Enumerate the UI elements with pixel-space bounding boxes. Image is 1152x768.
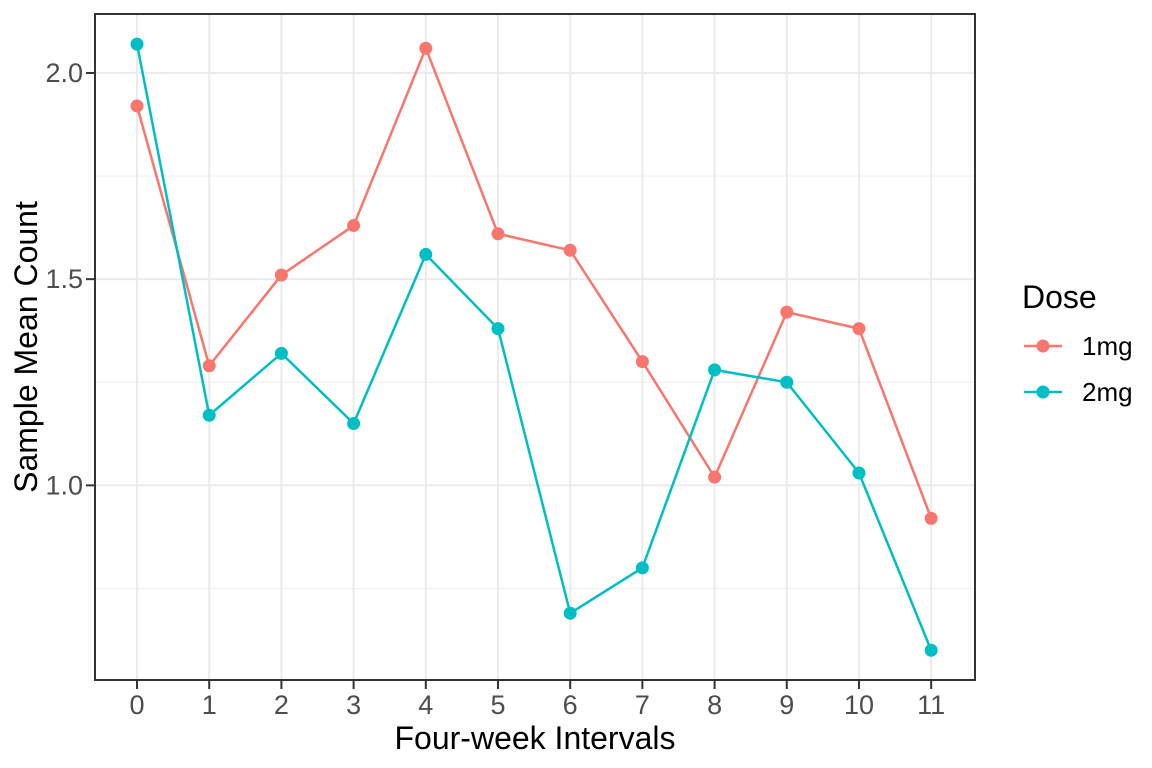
x-tick-label-4: 4 xyxy=(418,690,433,720)
x-tick-label-7: 7 xyxy=(635,690,650,720)
x-tick-label-8: 8 xyxy=(707,690,722,720)
data-point-2mg-x6 xyxy=(563,606,577,620)
data-point-1mg-x10 xyxy=(852,322,866,336)
panel-border xyxy=(94,13,976,681)
y-tick-label-1.0: 1.0 xyxy=(45,470,83,500)
legend-item-1mg: 1mg xyxy=(1023,331,1133,361)
data-point-2mg-x9 xyxy=(780,375,794,389)
data-point-2mg-x10 xyxy=(852,466,866,480)
data-point-2mg-x11 xyxy=(924,643,938,657)
series-line-2mg xyxy=(135,43,933,651)
x-tick-label-0: 0 xyxy=(130,690,145,720)
data-point-2mg-x4 xyxy=(419,247,433,261)
data-point-1mg-x0 xyxy=(130,99,144,113)
x-tick-label-3: 3 xyxy=(346,690,361,720)
legend-key-2mg-line-dot-icon xyxy=(1024,385,1062,399)
x-tick-label-11: 11 xyxy=(917,690,945,720)
series-line-1mg xyxy=(135,46,933,519)
data-point-2mg-x8 xyxy=(708,363,722,377)
x-tick-label-9: 9 xyxy=(779,690,794,720)
legend-label-1mg: 1mg xyxy=(1082,331,1133,361)
data-point-2mg-x7 xyxy=(635,561,649,575)
x-tick-label-1: 1 xyxy=(202,690,217,720)
x-tick-label-6: 6 xyxy=(563,690,578,720)
data-point-2mg-x2 xyxy=(274,346,288,360)
legend-label-2mg: 2mg xyxy=(1082,377,1133,407)
data-point-1mg-x7 xyxy=(635,355,649,369)
data-point-1mg-x8 xyxy=(708,470,722,484)
data-point-1mg-x5 xyxy=(491,227,505,241)
legend: Dose 1mg 2mg xyxy=(1005,271,1152,421)
data-point-1mg-x6 xyxy=(563,243,577,257)
data-point-2mg-x0 xyxy=(130,37,144,51)
legend-item-2mg: 2mg xyxy=(1023,377,1133,407)
y-tick-label-2.0: 2.0 xyxy=(45,58,83,88)
x-tick-label-2: 2 xyxy=(274,690,289,720)
data-point-2mg-x1 xyxy=(202,408,216,422)
legend-title: Dose xyxy=(1022,279,1097,315)
x-tick-label-10: 10 xyxy=(844,690,874,720)
x-axis-title: Four-week Intervals xyxy=(394,720,676,756)
data-point-1mg-x3 xyxy=(347,219,361,233)
data-point-2mg-x3 xyxy=(347,416,361,430)
data-point-1mg-x9 xyxy=(780,305,794,319)
y-axis-title: Sample Mean Count xyxy=(8,201,44,493)
data-point-2mg-x5 xyxy=(491,322,505,336)
data-point-1mg-x1 xyxy=(202,359,216,373)
y-tick-label-1.5: 1.5 xyxy=(45,264,83,294)
x-tick-label-5: 5 xyxy=(490,690,505,720)
data-point-1mg-x11 xyxy=(924,511,938,525)
data-point-1mg-x4 xyxy=(419,41,433,55)
legend-key-1mg-line-dot-icon xyxy=(1024,339,1062,353)
plot-panel xyxy=(95,14,975,680)
data-point-1mg-x2 xyxy=(274,268,288,282)
